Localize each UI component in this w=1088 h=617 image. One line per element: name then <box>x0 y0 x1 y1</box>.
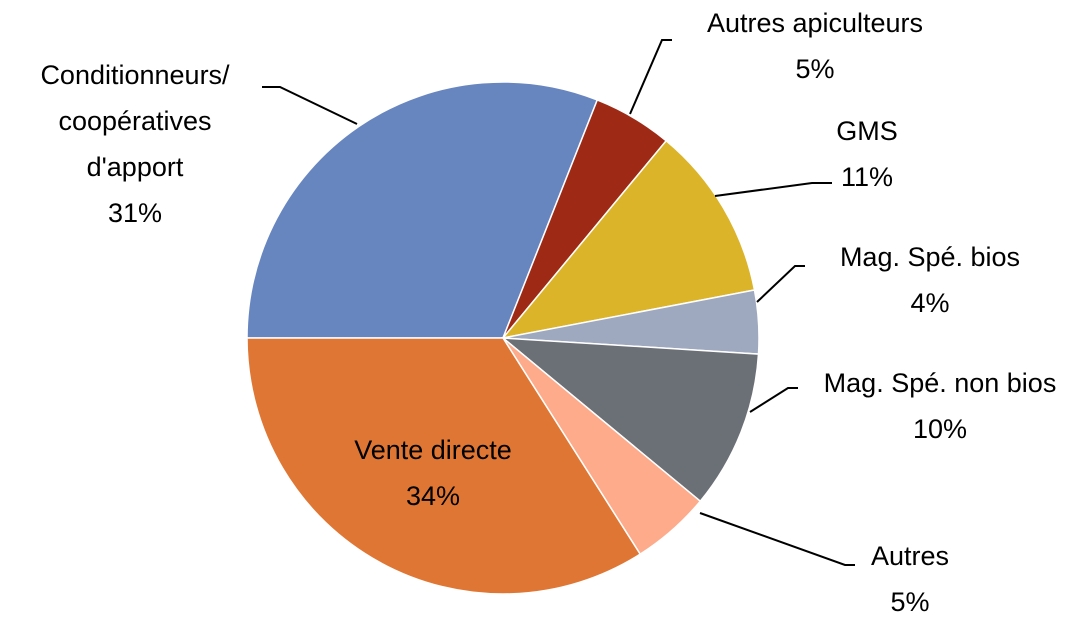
pie-slice <box>246 337 642 595</box>
category-label: GMS <box>836 116 898 146</box>
slice-label: Autres 5% <box>871 533 949 617</box>
category-label: Vente directe <box>354 435 512 465</box>
pie-slice <box>501 139 756 340</box>
leader-line <box>756 265 805 303</box>
category-label: Mag. Spé. bios <box>839 242 1021 272</box>
value-label: 5% <box>795 54 835 84</box>
value-label: 31% <box>107 198 163 228</box>
pie-slice <box>246 81 599 339</box>
leader-line <box>699 512 855 566</box>
leader-line <box>749 387 798 413</box>
pie-slice <box>500 337 760 503</box>
value-label: 11% <box>840 162 894 192</box>
leader-line <box>262 86 358 125</box>
value-label: 4% <box>910 288 950 318</box>
category-label: Conditionneurs/ coopératives d'apport <box>40 60 230 182</box>
category-label: Autres apiculteurs <box>706 8 924 38</box>
value-label: 5% <box>890 587 930 617</box>
value-label: 34% <box>405 481 461 511</box>
value-label: 10% <box>912 414 968 444</box>
leader-line <box>629 39 672 115</box>
slice-label: GMS 11% <box>836 108 898 200</box>
slice-label: Autres apiculteurs 5% <box>707 0 923 92</box>
slice-label: Vente directe 34% <box>354 427 512 519</box>
category-label: Mag. Spé. non bios <box>823 368 1057 398</box>
leader-line <box>714 182 832 197</box>
slice-label: Mag. Spé. non bios 10% <box>824 360 1057 452</box>
category-label: Autres <box>870 541 950 571</box>
slice-label: Conditionneurs/ coopératives d'apport 31% <box>15 52 255 236</box>
slice-label: Mag. Spé. bios 4% <box>840 234 1020 326</box>
